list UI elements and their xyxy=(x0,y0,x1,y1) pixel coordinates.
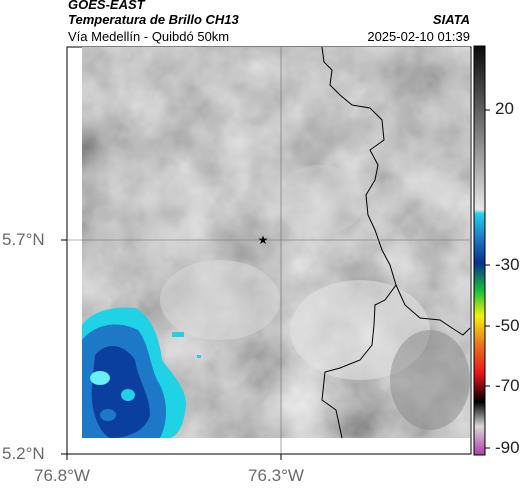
colorbar-label-m30: -30 xyxy=(495,255,520,274)
border-line xyxy=(321,46,397,439)
product-subtitle: Temperatura de Brillo CH13 xyxy=(68,12,239,27)
product-title: GOES-EAST xyxy=(68,0,145,12)
lat-label-2: 5.2°N xyxy=(2,444,45,463)
border-line-east xyxy=(395,284,471,336)
route-label: Vía Medellín - Quibdó 50km xyxy=(68,29,230,44)
colorbar xyxy=(473,45,486,456)
org-label: SIATA xyxy=(432,12,470,27)
lat-label-1: 5.7°N xyxy=(2,230,45,249)
datetime-label: 2025-02-10 01:39 xyxy=(367,29,470,44)
cold-cloud-region xyxy=(82,307,201,438)
lon-label-1: 76.8°W xyxy=(34,466,90,485)
star-icon: ★ xyxy=(258,233,269,247)
colorbar-label-m50: -50 xyxy=(495,316,520,335)
colorbar-label-20: 20 xyxy=(495,99,514,118)
lon-label-2: 76.3°W xyxy=(248,466,304,485)
colorbar-label-m90: -90 xyxy=(495,438,520,457)
colorbar-label-m70: -70 xyxy=(495,376,520,395)
